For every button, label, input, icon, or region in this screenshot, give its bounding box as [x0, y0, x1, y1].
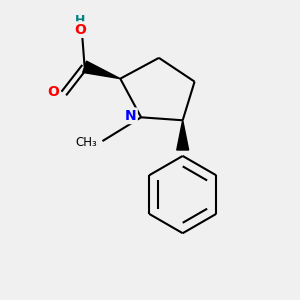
Text: N: N — [125, 109, 136, 123]
Text: CH₃: CH₃ — [75, 136, 97, 149]
Text: O: O — [74, 22, 86, 37]
Polygon shape — [177, 120, 189, 150]
Text: H: H — [75, 14, 85, 27]
Polygon shape — [83, 61, 120, 79]
Text: O: O — [47, 85, 59, 99]
